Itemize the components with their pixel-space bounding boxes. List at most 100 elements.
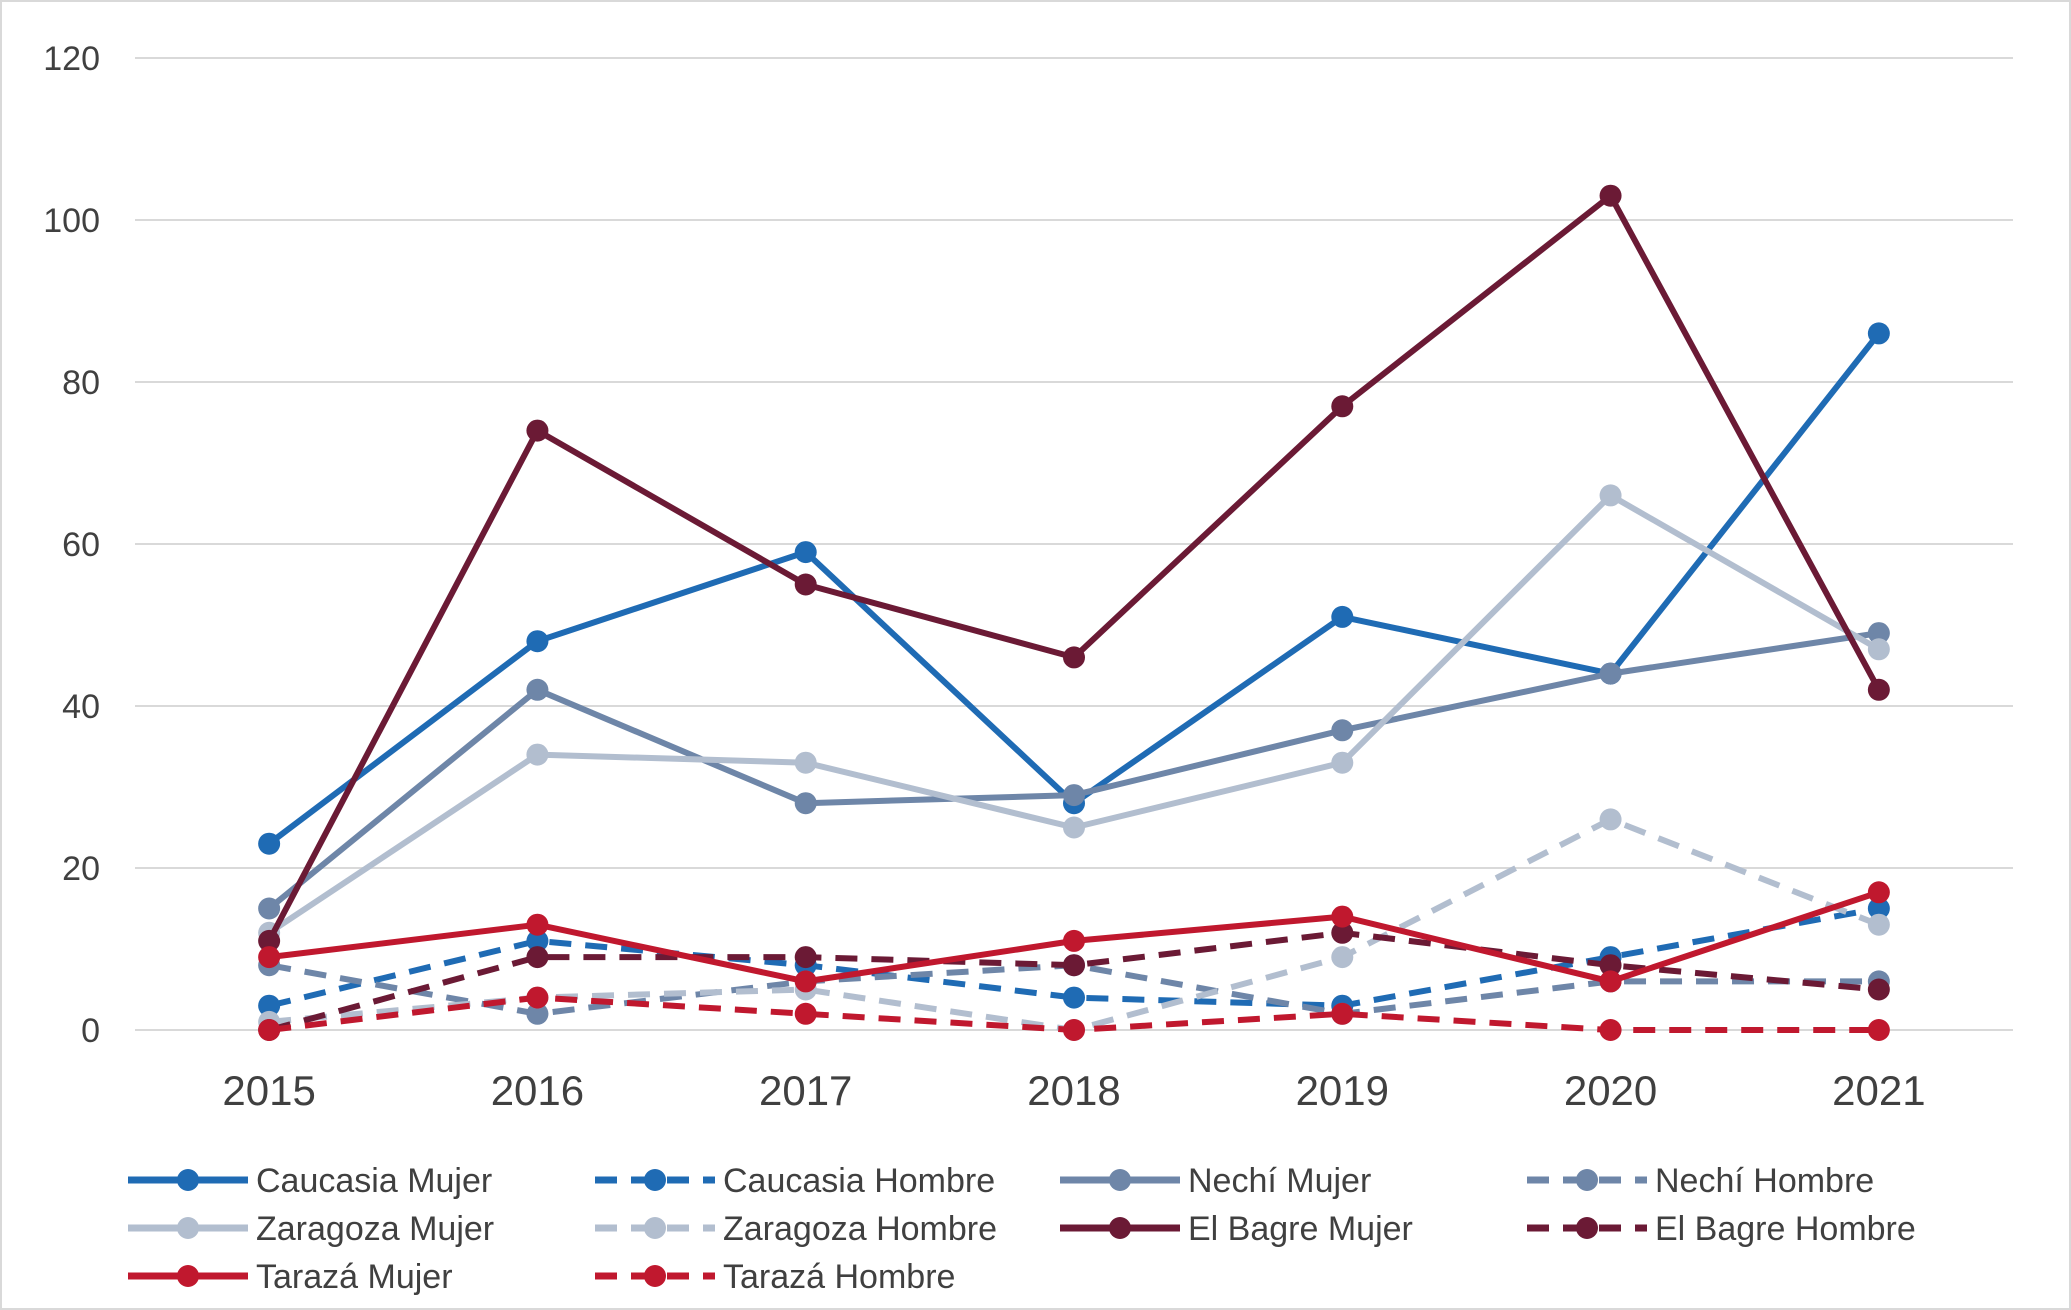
data-point-taraza-hombre-2018 [1063, 1019, 1085, 1041]
legend-label: Nechí Mujer [1188, 1162, 1371, 1200]
data-point-taraza-mujer-2019 [1331, 905, 1354, 928]
data-point-el-bagre-hombre-2021 [1867, 978, 1890, 1001]
series-el-bagre-mujer [258, 184, 1890, 952]
series-taraza-hombre [258, 986, 1890, 1041]
x-tick-label: 2019 [1296, 1067, 1389, 1114]
series-lines [258, 184, 1890, 1041]
x-tick-label: 2020 [1564, 1067, 1657, 1114]
legend-swatch-marker [1109, 1217, 1131, 1239]
data-point-taraza-mujer-2016 [526, 913, 549, 936]
data-point-el-bagre-hombre-2016 [526, 946, 549, 969]
data-point-taraza-mujer-2017 [794, 970, 817, 993]
x-tick-label: 2017 [759, 1067, 852, 1114]
x-axis-tick-labels: 2015 2016 2017 2018 2019 2020 2021 [222, 1067, 1925, 1114]
legend-swatch-marker [177, 1217, 199, 1239]
data-point-el-bagre-mujer-2021 [1867, 678, 1890, 701]
x-tick-label: 2021 [1832, 1067, 1925, 1114]
data-point-nechi-mujer-2016 [526, 678, 549, 701]
y-tick-label: 40 [62, 688, 100, 726]
legend-item-zaragoza-hombre: Zaragoza Hombre [595, 1210, 997, 1248]
data-point-caucasia-mujer-2019 [1331, 605, 1354, 628]
data-point-zaragoza-hombre-2019 [1331, 946, 1354, 969]
data-point-nechi-mujer-2018 [1063, 784, 1085, 807]
y-tick-label: 0 [81, 1012, 100, 1050]
data-point-caucasia-hombre-2015 [258, 994, 281, 1017]
data-point-el-bagre-mujer-2016 [526, 419, 549, 442]
data-point-el-bagre-hombre-2019 [1331, 921, 1354, 944]
data-point-nechi-mujer-2019 [1331, 719, 1354, 742]
legend-item-taraza-hombre: Tarazá Hombre [595, 1258, 955, 1296]
legend-item-el-bagre-mujer: El Bagre Mujer [1060, 1210, 1413, 1248]
data-point-el-bagre-hombre-2018 [1063, 954, 1085, 977]
data-point-el-bagre-hombre-2017 [794, 946, 817, 969]
legend-item-caucasia-hombre: Caucasia Hombre [595, 1162, 995, 1200]
x-tick-label: 2015 [222, 1067, 315, 1114]
data-point-zaragoza-mujer-2020 [1599, 484, 1622, 507]
data-point-caucasia-mujer-2016 [526, 630, 549, 653]
data-point-taraza-mujer-2020 [1599, 970, 1622, 993]
data-point-zaragoza-mujer-2018 [1063, 816, 1085, 839]
data-point-el-bagre-mujer-2020 [1599, 184, 1622, 207]
data-point-zaragoza-mujer-2017 [794, 751, 817, 774]
data-point-caucasia-mujer-2015 [258, 832, 281, 855]
series-taraza-mujer [258, 881, 1890, 993]
legend-swatch-marker [177, 1265, 199, 1287]
legend-label: Tarazá Hombre [723, 1258, 955, 1296]
legend-swatch-marker [1109, 1169, 1131, 1191]
y-tick-label: 80 [62, 364, 100, 402]
legend-swatch-marker [644, 1265, 666, 1287]
y-tick-label: 20 [62, 850, 100, 888]
data-point-caucasia-hombre-2016 [526, 929, 549, 952]
data-point-nechi-mujer-2020 [1599, 662, 1622, 685]
data-point-caucasia-hombre-2018 [1063, 986, 1085, 1009]
data-point-taraza-hombre-2017 [794, 1002, 817, 1025]
y-axis-tick-labels: 0 20 40 60 80 100 120 [43, 40, 100, 1050]
data-point-taraza-mujer-2015 [258, 946, 281, 969]
legend-item-caucasia-mujer: Caucasia Mujer [128, 1162, 492, 1200]
gridlines [135, 57, 2013, 1031]
data-point-nechi-mujer-2015 [258, 897, 281, 920]
legend-label: El Bagre Mujer [1188, 1210, 1413, 1248]
legend-swatch-marker [177, 1169, 199, 1191]
data-point-zaragoza-hombre-2021 [1867, 913, 1890, 936]
legend-swatch-marker [1576, 1217, 1598, 1239]
legend: Caucasia Mujer Caucasia Hombre Nechí Mujer… [128, 1162, 1916, 1296]
data-point-taraza-hombre-2015 [258, 1019, 281, 1041]
legend-item-zaragoza-mujer: Zaragoza Mujer [128, 1210, 494, 1248]
data-point-taraza-hombre-2020 [1599, 1019, 1622, 1041]
data-point-taraza-hombre-2021 [1867, 1019, 1890, 1041]
data-point-zaragoza-hombre-2020 [1599, 808, 1622, 831]
x-tick-label: 2016 [491, 1067, 584, 1114]
y-tick-label: 60 [62, 526, 100, 564]
data-point-nechi-hombre-2016 [526, 1002, 549, 1025]
series-nechi-mujer [258, 622, 1890, 920]
legend-label: Zaragoza Hombre [723, 1210, 997, 1248]
y-tick-label: 100 [43, 202, 100, 240]
data-point-el-bagre-mujer-2015 [258, 929, 281, 952]
x-tick-label: 2018 [1027, 1067, 1120, 1114]
data-point-caucasia-mujer-2017 [794, 541, 817, 564]
legend-label: Zaragoza Mujer [256, 1210, 494, 1248]
data-point-taraza-mujer-2018 [1063, 929, 1085, 952]
legend-label: Tarazá Mujer [256, 1258, 453, 1296]
legend-swatch-marker [644, 1169, 666, 1191]
y-tick-label: 120 [43, 40, 100, 78]
legend-label: Nechí Hombre [1655, 1162, 1874, 1200]
legend-swatch-marker [644, 1217, 666, 1239]
data-point-taraza-mujer-2021 [1867, 881, 1890, 904]
legend-item-el-bagre-hombre: El Bagre Hombre [1527, 1210, 1916, 1248]
legend-label: Caucasia Hombre [723, 1162, 995, 1200]
data-point-taraza-hombre-2016 [526, 986, 549, 1009]
data-point-nechi-mujer-2021 [1867, 622, 1890, 645]
data-point-el-bagre-hombre-2020 [1599, 954, 1622, 977]
data-point-el-bagre-mujer-2019 [1331, 395, 1354, 418]
data-point-el-bagre-mujer-2018 [1063, 646, 1085, 669]
data-point-zaragoza-mujer-2016 [526, 743, 549, 766]
data-point-zaragoza-mujer-2021 [1867, 638, 1890, 661]
data-point-nechi-mujer-2017 [794, 792, 817, 815]
legend-item-nechi-hombre: Nechí Hombre [1527, 1162, 1874, 1200]
legend-label: El Bagre Hombre [1655, 1210, 1916, 1248]
legend-item-nechi-mujer: Nechí Mujer [1060, 1162, 1371, 1200]
